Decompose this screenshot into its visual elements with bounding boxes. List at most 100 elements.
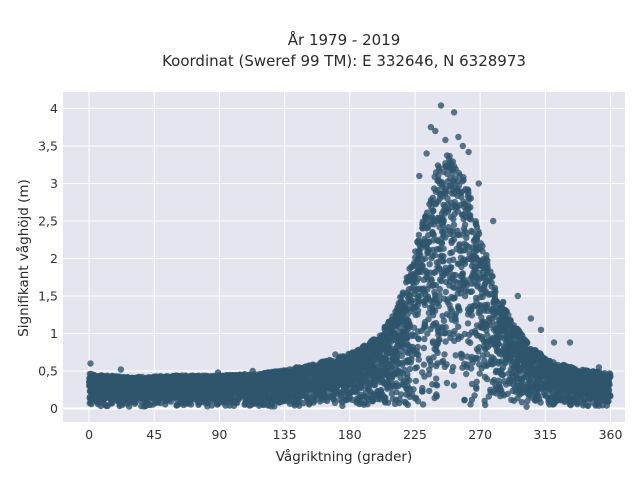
data-point	[433, 236, 440, 243]
data-point	[441, 351, 448, 358]
data-point	[315, 362, 322, 370]
data-point	[443, 152, 451, 159]
data-point	[482, 289, 489, 297]
data-point	[499, 331, 506, 338]
data-point	[177, 384, 184, 392]
data-point	[482, 279, 489, 286]
data-point	[490, 298, 498, 305]
data-point	[453, 279, 460, 286]
data-point	[427, 361, 435, 369]
data-point	[521, 388, 528, 396]
data-point	[463, 370, 470, 378]
data-point	[510, 397, 518, 404]
data-point	[394, 360, 402, 368]
data-point	[86, 400, 94, 407]
data-point	[473, 378, 480, 385]
data-point	[450, 382, 458, 389]
data-point	[397, 391, 405, 398]
data-point	[584, 402, 592, 410]
data-point	[412, 365, 419, 372]
data-point	[406, 393, 414, 400]
data-point	[419, 221, 426, 228]
data-point	[479, 248, 486, 255]
data-point	[440, 271, 448, 279]
data-point	[429, 338, 437, 345]
data-point	[487, 341, 495, 348]
data-point	[414, 343, 421, 351]
data-point	[537, 360, 544, 367]
data-point	[399, 341, 406, 348]
data-point	[467, 339, 474, 346]
data-point	[595, 378, 602, 385]
data-point	[442, 338, 449, 345]
data-point	[380, 360, 388, 367]
data-point	[529, 358, 536, 365]
data-point	[420, 239, 428, 247]
data-point	[214, 400, 221, 407]
data-point	[469, 269, 477, 277]
data-point	[527, 345, 534, 353]
data-point	[454, 178, 461, 185]
data-point	[574, 399, 581, 406]
data-point	[412, 394, 420, 402]
data-point	[427, 275, 435, 282]
data-point	[418, 327, 425, 334]
data-point	[483, 303, 490, 310]
data-point	[116, 380, 124, 387]
data-point	[152, 399, 159, 407]
data-point	[259, 380, 266, 387]
data-point	[451, 312, 458, 320]
data-point	[90, 375, 98, 383]
data-point	[440, 253, 447, 260]
data-point	[480, 268, 487, 276]
data-point	[286, 373, 293, 380]
data-point	[363, 394, 370, 401]
data-point	[407, 359, 414, 366]
data-point	[424, 330, 431, 337]
data-point	[566, 400, 573, 407]
data-point	[444, 170, 451, 177]
data-point	[368, 395, 376, 403]
data-point	[483, 375, 491, 383]
chart-subtitle: Koordinat (Sweref 99 TM): E 332646, N 63…	[162, 52, 526, 70]
data-points	[86, 102, 614, 410]
data-point	[420, 276, 427, 284]
data-point	[474, 355, 482, 362]
data-point	[196, 384, 203, 391]
data-point	[461, 240, 468, 247]
data-point	[345, 396, 353, 403]
data-point	[398, 352, 405, 359]
data-point	[478, 318, 486, 326]
data-point	[518, 353, 525, 360]
data-point	[455, 333, 462, 340]
data-point	[399, 289, 407, 296]
data-point	[526, 376, 534, 384]
data-point	[420, 361, 428, 368]
data-point	[508, 361, 515, 368]
data-point	[606, 392, 614, 399]
data-point	[170, 392, 177, 400]
data-point	[116, 385, 123, 393]
data-point	[317, 388, 325, 396]
data-point	[455, 323, 462, 330]
data-point	[429, 231, 436, 238]
data-point	[320, 358, 327, 365]
data-point	[164, 373, 171, 380]
data-point	[344, 390, 352, 398]
data-point	[476, 303, 483, 310]
data-point	[498, 358, 505, 365]
data-point	[601, 372, 608, 379]
data-point	[282, 390, 289, 397]
data-point	[413, 278, 420, 285]
data-point	[426, 387, 433, 395]
data-point	[466, 308, 473, 315]
data-point	[403, 348, 411, 355]
data-point	[468, 227, 475, 235]
data-point	[491, 313, 499, 321]
data-point	[447, 249, 454, 257]
data-point	[449, 363, 457, 371]
data-point	[465, 195, 473, 202]
data-point	[371, 376, 379, 384]
data-point	[366, 342, 373, 349]
